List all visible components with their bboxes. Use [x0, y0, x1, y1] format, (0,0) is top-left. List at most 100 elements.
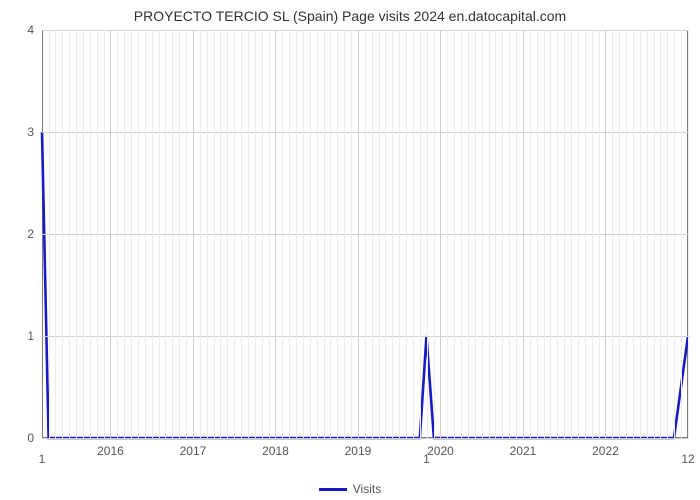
grid-line-vertical-minor — [152, 30, 153, 438]
grid-line-vertical-minor — [461, 30, 462, 438]
grid-line-vertical-minor — [117, 30, 118, 438]
grid-line-vertical-minor — [207, 30, 208, 438]
grid-line-vertical-minor — [214, 30, 215, 438]
grid-line-vertical-minor — [255, 30, 256, 438]
grid-line-horizontal — [42, 438, 688, 439]
grid-line-vertical-minor — [647, 30, 648, 438]
grid-line-vertical-minor — [571, 30, 572, 438]
grid-line-vertical-major — [110, 30, 111, 438]
grid-line-vertical-minor — [626, 30, 627, 438]
grid-line-vertical-minor — [495, 30, 496, 438]
legend: Visits — [0, 482, 700, 496]
grid-line-vertical-minor — [330, 30, 331, 438]
grid-line-vertical-minor — [420, 30, 421, 438]
grid-line-vertical-minor — [159, 30, 160, 438]
x-axis-label: 2021 — [510, 444, 537, 458]
grid-line-vertical-major — [440, 30, 441, 438]
grid-line-vertical-minor — [344, 30, 345, 438]
grid-line-vertical-minor — [234, 30, 235, 438]
grid-line-vertical-minor — [392, 30, 393, 438]
grid-line-vertical-minor — [434, 30, 435, 438]
grid-line-vertical-minor — [674, 30, 675, 438]
grid-line-vertical-minor — [83, 30, 84, 438]
grid-line-vertical-minor — [482, 30, 483, 438]
x-axis-label: 2020 — [427, 444, 454, 458]
grid-line-vertical-minor — [179, 30, 180, 438]
grid-line-vertical-minor — [227, 30, 228, 438]
grid-line-vertical-minor — [585, 30, 586, 438]
grid-line-vertical-minor — [62, 30, 63, 438]
data-point-label: 1 — [39, 452, 46, 466]
grid-line-vertical-minor — [310, 30, 311, 438]
grid-line-vertical-minor — [612, 30, 613, 438]
grid-line-vertical-minor — [269, 30, 270, 438]
grid-line-vertical-minor — [640, 30, 641, 438]
grid-line-vertical-minor — [220, 30, 221, 438]
grid-line-vertical-minor — [537, 30, 538, 438]
grid-line-vertical-minor — [138, 30, 139, 438]
grid-line-vertical-minor — [688, 30, 689, 438]
grid-line-vertical-minor — [660, 30, 661, 438]
grid-line-vertical-minor — [667, 30, 668, 438]
grid-line-vertical-minor — [248, 30, 249, 438]
x-axis-label: 2017 — [180, 444, 207, 458]
chart-title: PROYECTO TERCIO SL (Spain) Page visits 2… — [0, 8, 700, 24]
grid-line-vertical-minor — [406, 30, 407, 438]
grid-line-vertical-minor — [55, 30, 56, 438]
grid-line-vertical-minor — [97, 30, 98, 438]
grid-line-vertical-minor — [530, 30, 531, 438]
x-axis-label: 2022 — [592, 444, 619, 458]
grid-line-vertical-minor — [550, 30, 551, 438]
y-axis-label: 4 — [14, 23, 34, 37]
grid-line-vertical-minor — [145, 30, 146, 438]
grid-line-vertical-minor — [385, 30, 386, 438]
grid-line-vertical-minor — [516, 30, 517, 438]
grid-line-vertical-minor — [468, 30, 469, 438]
grid-line-vertical-minor — [509, 30, 510, 438]
grid-line-vertical-minor — [413, 30, 414, 438]
grid-line-vertical-minor — [324, 30, 325, 438]
grid-line-vertical-minor — [124, 30, 125, 438]
grid-line-vertical-major — [193, 30, 194, 438]
grid-line-vertical-major — [275, 30, 276, 438]
grid-line-vertical-minor — [633, 30, 634, 438]
grid-line-vertical-minor — [303, 30, 304, 438]
grid-line-vertical-minor — [564, 30, 565, 438]
grid-line-vertical-minor — [317, 30, 318, 438]
grid-line-vertical-minor — [475, 30, 476, 438]
grid-line-vertical-minor — [165, 30, 166, 438]
grid-line-vertical-minor — [337, 30, 338, 438]
x-axis-label: 2016 — [97, 444, 124, 458]
grid-line-vertical-minor — [289, 30, 290, 438]
grid-line-vertical-minor — [282, 30, 283, 438]
grid-line-vertical-minor — [186, 30, 187, 438]
grid-line-vertical-minor — [454, 30, 455, 438]
grid-line-vertical-minor — [365, 30, 366, 438]
grid-line-vertical-minor — [681, 30, 682, 438]
grid-line-vertical-minor — [104, 30, 105, 438]
plot-area — [42, 30, 688, 438]
y-axis-label: 0 — [14, 431, 34, 445]
grid-line-vertical-minor — [241, 30, 242, 438]
grid-line-vertical-minor — [502, 30, 503, 438]
grid-line-vertical-minor — [69, 30, 70, 438]
y-axis-label: 2 — [14, 227, 34, 241]
data-point-label: 12 — [681, 452, 694, 466]
grid-line-vertical-minor — [379, 30, 380, 438]
y-axis-label: 1 — [14, 329, 34, 343]
y-axis-label: 3 — [14, 125, 34, 139]
grid-line-vertical-minor — [372, 30, 373, 438]
grid-line-vertical-minor — [49, 30, 50, 438]
grid-line-vertical-minor — [599, 30, 600, 438]
grid-line-vertical-minor — [296, 30, 297, 438]
grid-line-vertical-minor — [557, 30, 558, 438]
grid-line-vertical-minor — [200, 30, 201, 438]
grid-line-vertical-minor — [654, 30, 655, 438]
grid-line-vertical-minor — [90, 30, 91, 438]
grid-line-vertical-major — [358, 30, 359, 438]
grid-line-vertical-minor — [544, 30, 545, 438]
grid-line-vertical-major — [605, 30, 606, 438]
x-axis-label: 2019 — [345, 444, 372, 458]
grid-line-vertical-minor — [427, 30, 428, 438]
grid-line-vertical-minor — [76, 30, 77, 438]
